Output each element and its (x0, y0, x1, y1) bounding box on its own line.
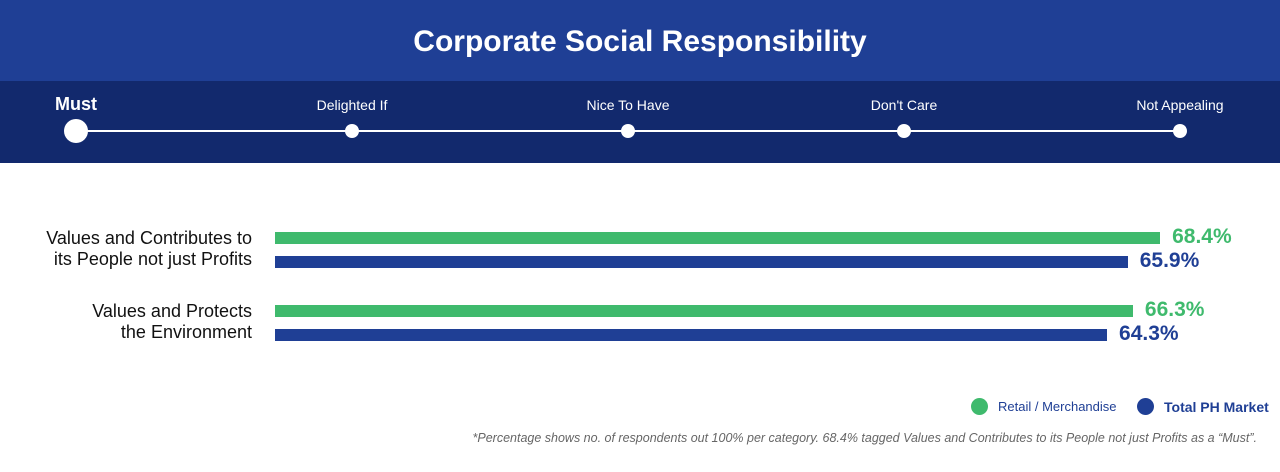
bar (275, 305, 1133, 317)
legend-swatch-green (971, 398, 988, 415)
scale-dot (64, 119, 88, 143)
category-label-line: Values and Contributes to (46, 228, 252, 248)
category-label-line: its People not just Profits (53, 249, 252, 269)
scale-stop-label: Not Appealing (1136, 97, 1224, 113)
scale-dot (897, 124, 911, 138)
scale-stop-label: Delighted If (316, 97, 388, 113)
legend-label: Retail / Merchandise (998, 399, 1117, 414)
scale-stop-label: Must (55, 94, 97, 114)
category-label-line: the Environment (120, 322, 252, 342)
data-label: 68.4% (1172, 225, 1232, 248)
scale-dot (1173, 124, 1187, 138)
legend-item-retail: Retail / Merchandise (971, 398, 1117, 415)
category-label: Values and Protects the Environment (92, 301, 252, 343)
data-label: 65.9% (1139, 249, 1200, 272)
scale-stop-label: Nice To Have (586, 97, 670, 113)
data-label: 64.3% (1119, 322, 1179, 345)
response-scale: Must Delighted If Nice To Have Don't Care No… (0, 81, 1280, 163)
scale-dot (345, 124, 359, 138)
legend-label: Total PH Market (1164, 398, 1269, 415)
bar (275, 329, 1108, 341)
legend-item-total: Total PH Market (1137, 398, 1269, 415)
data-label: 66.3% (1144, 298, 1205, 321)
scale-stop-label: Don't Care (870, 97, 938, 113)
scale-dot (621, 124, 635, 138)
category-label: Values and Contributes to its People not … (46, 228, 252, 270)
bar (275, 256, 1128, 268)
header: Corporate Social Responsibility (0, 0, 1280, 81)
chart-title: Corporate Social Responsibility (413, 25, 867, 58)
legend-swatch-blue (1137, 398, 1154, 415)
footnote: *Percentage shows no. of respondents out… (472, 431, 1258, 445)
category-label-line: Values and Protects (92, 301, 252, 321)
bar (275, 232, 1161, 244)
